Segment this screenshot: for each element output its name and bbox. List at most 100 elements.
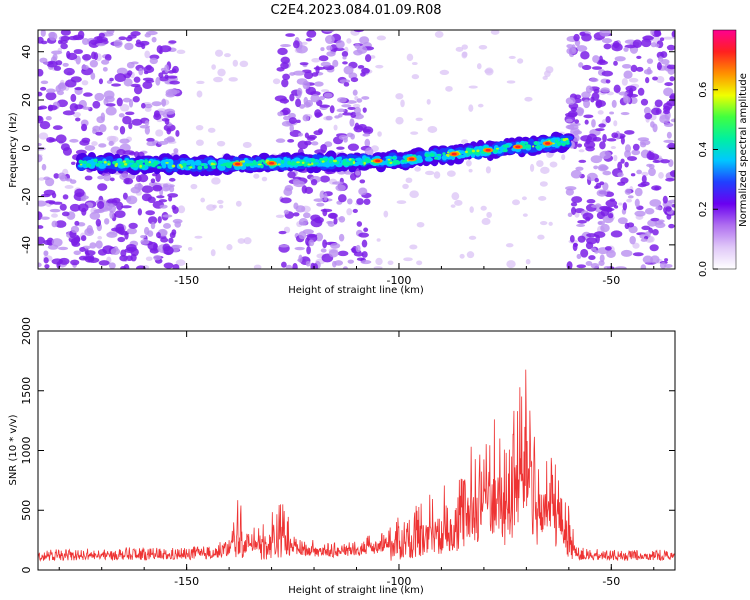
- noise-speckle: [144, 50, 151, 59]
- noise-speckle: [597, 110, 604, 115]
- noise-speckle: [313, 198, 325, 202]
- noise-speckle: [55, 85, 61, 93]
- noise-speckle: [40, 216, 50, 220]
- noise-speckle: [303, 212, 311, 219]
- noise-speckle: [631, 149, 641, 156]
- noise-speckle: [169, 80, 181, 85]
- signal-blob: [220, 163, 226, 167]
- noise-speckle: [164, 118, 170, 125]
- noise-speckle: [580, 50, 590, 60]
- noise-speckle: [395, 93, 404, 100]
- noise-speckle: [302, 114, 310, 122]
- noise-speckle: [666, 131, 672, 139]
- noise-speckle: [43, 61, 49, 65]
- noise-speckle: [39, 121, 51, 130]
- noise-speckle: [425, 170, 435, 176]
- noise-speckle: [454, 199, 463, 206]
- noise-speckle: [119, 125, 126, 135]
- noise-speckle: [124, 42, 134, 51]
- noise-speckle: [95, 131, 103, 136]
- noise-speckle: [337, 194, 347, 203]
- signal-blob: [395, 160, 400, 164]
- noise-speckle: [364, 138, 371, 148]
- noise-speckle: [641, 175, 647, 184]
- signal-blob: [296, 161, 300, 164]
- noise-speckle: [95, 240, 103, 249]
- signal-blob: [277, 163, 281, 166]
- noise-speckle: [60, 35, 70, 42]
- noise-speckle: [285, 264, 293, 269]
- noise-speckle: [278, 230, 287, 235]
- noise-speckle: [592, 55, 600, 63]
- noise-speckle: [620, 158, 625, 164]
- signal-blob: [139, 164, 142, 168]
- noise-speckle: [377, 131, 382, 137]
- noise-speckle: [338, 215, 346, 223]
- noise-speckle: [95, 218, 102, 227]
- signal-blob: [241, 160, 246, 163]
- noise-speckle: [46, 60, 58, 68]
- noise-speckle: [583, 114, 594, 119]
- noise-speckle: [304, 132, 309, 139]
- colorbar-ticks: 0.0 0.2 0.4 0.6: [698, 82, 718, 277]
- spectrogram-ticks: -150 -100 -50 -40 -20 0 20 40: [20, 30, 675, 287]
- signal-blob: [318, 162, 324, 167]
- noise-speckle: [565, 97, 576, 105]
- y-tick-label: -20: [20, 188, 33, 206]
- signal-blob: [321, 160, 325, 163]
- noise-speckle: [585, 146, 595, 152]
- noise-speckle: [329, 105, 335, 114]
- noise-speckle: [167, 70, 175, 74]
- noise-speckle: [45, 200, 56, 204]
- noise-speckle: [659, 262, 667, 269]
- noise-speckle: [620, 249, 633, 257]
- noise-speckle: [295, 98, 302, 108]
- signal-peak: [545, 142, 551, 145]
- noise-speckle: [665, 206, 672, 212]
- noise-speckle: [114, 210, 126, 218]
- noise-speckle: [38, 225, 44, 229]
- signal-peak: [485, 148, 491, 152]
- noise-speckle: [607, 213, 614, 219]
- noise-speckle: [292, 176, 302, 180]
- noise-speckle: [109, 77, 114, 82]
- noise-speckle: [375, 64, 384, 69]
- noise-speckle: [218, 204, 224, 209]
- noise-speckle: [153, 110, 160, 118]
- noise-speckle: [666, 44, 675, 51]
- noise-speckle: [373, 266, 383, 269]
- noise-speckle: [358, 187, 368, 196]
- noise-speckle: [80, 197, 87, 202]
- noise-speckle: [280, 56, 290, 64]
- noise-speckle: [81, 123, 88, 132]
- noise-speckle: [38, 132, 49, 140]
- noise-speckle: [330, 242, 341, 249]
- y-tick-label: -40: [20, 236, 33, 254]
- noise-speckle: [521, 196, 527, 201]
- noise-speckle: [409, 190, 419, 199]
- noise-speckle: [339, 79, 351, 84]
- signal-blob: [352, 160, 356, 165]
- noise-speckle: [55, 134, 67, 144]
- noise-speckle: [281, 78, 289, 88]
- noise-speckle: [62, 62, 69, 67]
- noise-speckle: [277, 47, 288, 56]
- noise-speckle: [72, 112, 81, 118]
- signal-blob: [446, 151, 450, 154]
- noise-speckle: [602, 182, 609, 191]
- noise-speckle: [617, 172, 624, 178]
- noise-speckle: [243, 237, 252, 245]
- noise-speckle: [613, 120, 618, 127]
- signal-blob: [387, 158, 391, 161]
- signal-blob: [123, 162, 128, 166]
- noise-speckle: [87, 257, 100, 263]
- noise-speckle: [74, 188, 85, 198]
- noise-speckle: [337, 97, 347, 103]
- noise-speckle: [383, 210, 389, 218]
- noise-speckle: [639, 139, 651, 146]
- noise-speckle: [137, 208, 143, 216]
- noise-speckle: [599, 150, 612, 160]
- noise-speckle: [572, 134, 580, 142]
- noise-speckle: [111, 83, 122, 87]
- noise-speckle: [75, 117, 81, 122]
